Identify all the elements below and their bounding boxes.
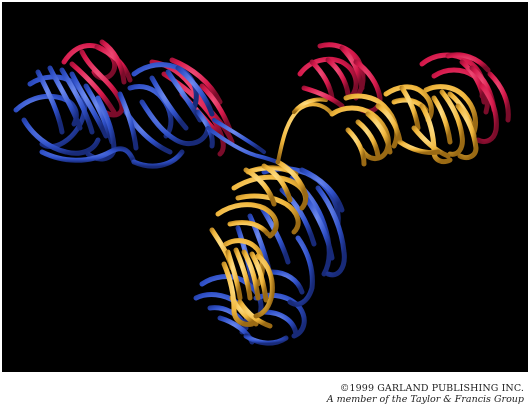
copyright-line: ©1999 GARLAND PUBLISHING INC. xyxy=(339,383,524,394)
right-hinge-loop xyxy=(276,97,334,164)
right-fab-heavy-chain xyxy=(329,84,479,167)
left-fab-heavy-chain xyxy=(13,62,215,169)
publisher-member-line: A member of the Taylor & Francis Group xyxy=(326,394,524,405)
ribbon-diagram xyxy=(13,39,511,346)
copyright-credit: ©1999 GARLAND PUBLISHING INC. A member o… xyxy=(327,383,524,405)
antibody-ribbon-figure xyxy=(2,2,528,372)
fc-heavy-chain-gold xyxy=(209,159,309,329)
fc-heavy-chain-blue xyxy=(193,166,347,346)
right-fab-light-chain xyxy=(297,42,511,145)
